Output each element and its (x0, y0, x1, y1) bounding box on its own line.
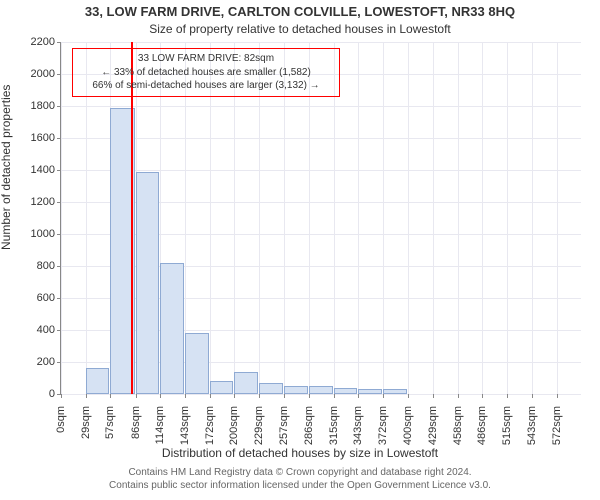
xtick-mark (185, 394, 186, 398)
gridline-vertical (557, 42, 558, 394)
xtick-mark (408, 394, 409, 398)
xtick-label: 257sqm (278, 406, 290, 445)
xtick-mark (557, 394, 558, 398)
gridline-horizontal (61, 42, 581, 43)
histogram-bar (383, 389, 406, 394)
xtick-label: 0sqm (55, 406, 67, 433)
xtick-label: 86sqm (130, 406, 142, 439)
xtick-label: 229sqm (253, 406, 265, 445)
xtick-mark (110, 394, 111, 398)
xtick-mark (532, 394, 533, 398)
attribution-line-2: Contains public sector information licen… (0, 479, 600, 492)
xtick-label: 486sqm (476, 406, 488, 445)
chart-container: 33, LOW FARM DRIVE, CARLTON COLVILLE, LO… (0, 0, 600, 500)
xtick-label: 458sqm (452, 406, 464, 445)
gridline-vertical (482, 42, 483, 394)
gridline-vertical (61, 42, 62, 394)
ytick-label: 1200 (31, 196, 55, 208)
histogram-bar (86, 368, 109, 394)
ytick-label: 2000 (31, 68, 55, 80)
ytick-label: 1400 (31, 164, 55, 176)
xtick-label: 400sqm (402, 406, 414, 445)
xtick-label: 200sqm (228, 406, 240, 445)
ytick-label: 200 (37, 356, 55, 368)
xtick-label: 343sqm (352, 406, 364, 445)
xtick-mark (210, 394, 211, 398)
gridline-horizontal (61, 106, 581, 107)
xtick-mark (458, 394, 459, 398)
gridline-horizontal (61, 138, 581, 139)
xtick-mark (259, 394, 260, 398)
ytick-label: 1000 (31, 228, 55, 240)
gridline-vertical (408, 42, 409, 394)
gridline-vertical (532, 42, 533, 394)
gridline-horizontal (61, 394, 581, 395)
ytick-label: 400 (37, 324, 55, 336)
xtick-label: 429sqm (427, 406, 439, 445)
xtick-label: 114sqm (154, 406, 166, 444)
annotation-line: ← 33% of detached houses are smaller (1,… (79, 66, 333, 80)
xtick-mark (284, 394, 285, 398)
xtick-mark (160, 394, 161, 398)
histogram-bar (259, 383, 282, 394)
xtick-mark (61, 394, 62, 398)
xtick-mark (86, 394, 87, 398)
x-axis-label: Distribution of detached houses by size … (0, 446, 600, 460)
ytick-label: 800 (37, 260, 55, 272)
ytick-label: 0 (49, 388, 55, 400)
histogram-bar (284, 386, 308, 394)
gridline-vertical (358, 42, 359, 394)
xtick-label: 572sqm (551, 406, 563, 445)
xtick-label: 29sqm (80, 406, 92, 439)
attribution-line-1: Contains HM Land Registry data © Crown c… (0, 466, 600, 479)
annotation-box: 33 LOW FARM DRIVE: 82sqm← 33% of detache… (72, 48, 340, 97)
gridline-vertical (458, 42, 459, 394)
xtick-label: 543sqm (526, 406, 538, 445)
xtick-label: 143sqm (179, 406, 191, 445)
histogram-bar (334, 388, 357, 394)
annotation-line: 66% of semi-detached houses are larger (… (79, 79, 333, 93)
xtick-label: 172sqm (204, 406, 216, 445)
attribution-text: Contains HM Land Registry data © Crown c… (0, 466, 600, 492)
gridline-vertical (433, 42, 434, 394)
histogram-bar (136, 172, 159, 394)
xtick-mark (433, 394, 434, 398)
histogram-bar (234, 372, 258, 394)
xtick-mark (309, 394, 310, 398)
xtick-label: 286sqm (303, 406, 315, 445)
gridline-vertical (383, 42, 384, 394)
histogram-bar (358, 389, 382, 394)
xtick-label: 515sqm (501, 406, 513, 445)
xtick-mark (358, 394, 359, 398)
xtick-mark (383, 394, 384, 398)
ytick-label: 1800 (31, 100, 55, 112)
ytick-label: 1600 (31, 132, 55, 144)
histogram-bar (185, 333, 209, 394)
xtick-label: 315sqm (328, 406, 340, 445)
xtick-label: 372sqm (377, 406, 389, 445)
annotation-line: 33 LOW FARM DRIVE: 82sqm (79, 52, 333, 66)
ytick-label: 600 (37, 292, 55, 304)
y-axis-label: Number of detached properties (0, 85, 13, 250)
xtick-mark (507, 394, 508, 398)
xtick-mark (136, 394, 137, 398)
chart-title: 33, LOW FARM DRIVE, CARLTON COLVILLE, LO… (0, 4, 600, 19)
histogram-bar (160, 263, 184, 394)
xtick-label: 57sqm (104, 406, 116, 439)
ytick-label: 2200 (31, 36, 55, 48)
xtick-mark (234, 394, 235, 398)
xtick-mark (482, 394, 483, 398)
histogram-bar (309, 386, 333, 394)
chart-subtitle: Size of property relative to detached ho… (0, 22, 600, 36)
xtick-mark (334, 394, 335, 398)
histogram-bar (210, 381, 233, 394)
gridline-vertical (507, 42, 508, 394)
